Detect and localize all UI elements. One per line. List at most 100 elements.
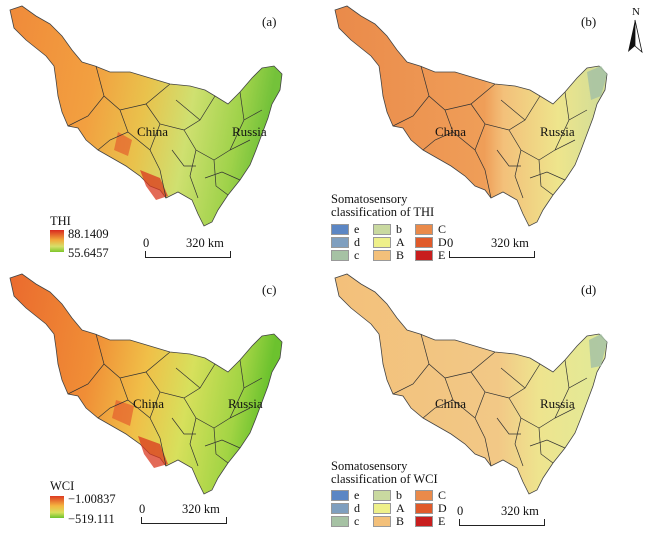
legend-thi-min: 55.6457 (68, 246, 109, 260)
class-code: C (438, 222, 447, 236)
scale-zero: 0 (457, 504, 464, 518)
class-code: b (396, 222, 402, 236)
map-panel-a: (a) China Russia THI 88.1409 55.6457 0 3… (0, 0, 325, 265)
class-swatch (415, 224, 433, 235)
class-code: B (396, 248, 405, 262)
north-label: N (632, 6, 640, 18)
panel-label-d: (d) (581, 282, 597, 297)
class-swatch (331, 503, 349, 514)
class-swatch (373, 237, 391, 248)
class-swatch (373, 490, 391, 501)
label-china: China (435, 124, 467, 139)
class-swatch (331, 237, 349, 248)
map-wci (9, 273, 283, 495)
map-thi-classes (334, 5, 608, 227)
class-legend-item-A: A (373, 235, 415, 249)
class-swatch (331, 490, 349, 501)
class-code: c (354, 248, 360, 262)
class-code: b (396, 488, 402, 502)
class-swatch (331, 250, 349, 261)
legend-wci-min: −519.111 (68, 512, 115, 526)
class-code: B (396, 514, 405, 528)
class-legend-item-B: B (373, 248, 415, 262)
panel-label-c: (c) (262, 282, 277, 297)
class-legend-item-C: C (415, 488, 457, 502)
class-legend-item-c: c (331, 514, 373, 528)
class-legend-item-D: D (415, 235, 457, 249)
class-legend-item-E: E (415, 514, 457, 528)
north-arrow-icon (628, 19, 643, 54)
map-panel-c: (c) China Russia WCI −1.00837 −519.111 0… (0, 268, 325, 533)
label-china: China (133, 396, 165, 411)
label-russia: Russia (540, 124, 575, 139)
class-code: E (438, 514, 446, 528)
class-legend-item-E: E (415, 248, 457, 262)
class-legend-item-A: A (373, 501, 415, 515)
class-code: c (354, 514, 360, 528)
class-legend-item-b: b (373, 222, 415, 236)
class-legend-item-B: B (373, 514, 415, 528)
class-legend-thi-title: Somatosensory classification of THI (331, 192, 435, 219)
label-russia: Russia (228, 396, 263, 411)
class-legend-item-e: e (331, 222, 373, 236)
scale-bar (449, 251, 535, 258)
class-swatch (415, 503, 433, 514)
class-swatch (331, 516, 349, 527)
class-code: C (438, 488, 447, 502)
scale-distance: 320 km (501, 504, 539, 518)
class-swatch (373, 224, 391, 235)
class-legend-item-c: c (331, 248, 373, 262)
label-china: China (435, 396, 467, 411)
class-swatch (373, 516, 391, 527)
scale-zero: 0 (143, 236, 150, 250)
panel-label-b: (b) (581, 14, 597, 29)
class-swatch (415, 516, 433, 527)
class-code: A (396, 501, 405, 515)
legend-thi-title: THI (50, 214, 71, 228)
class-code: D (438, 235, 447, 249)
panel-label-a: (a) (262, 14, 277, 29)
map-thi (9, 5, 283, 227)
map-panel-d: (d) China Russia Somatosensory classific… (325, 268, 650, 533)
scale-zero: 0 (139, 502, 146, 516)
legend-thi-ramp (50, 230, 64, 252)
class-legend-item-d: d (331, 501, 373, 515)
scale-distance: 320 km (182, 502, 220, 516)
scale-zero: 0 (447, 236, 454, 250)
class-swatch (415, 490, 433, 501)
map-panel-b: (b) China Russia Somatosensory classific… (325, 0, 650, 265)
class-swatch (415, 237, 433, 248)
class-legend-item-D: D (415, 501, 457, 515)
class-code: d (354, 235, 360, 249)
label-russia: Russia (540, 396, 575, 411)
class-code: E (438, 248, 446, 262)
scale-bar (141, 517, 227, 524)
legend-wci-title: WCI (50, 479, 75, 493)
class-code: A (396, 235, 405, 249)
label-russia: Russia (232, 124, 267, 139)
class-legend-wci-title: Somatosensory classification of WCI (331, 459, 438, 486)
legend-thi-max: 88.1409 (68, 227, 109, 241)
class-legend-item-e: e (331, 488, 373, 502)
legend-wci-max: −1.00837 (68, 492, 116, 506)
class-swatch (331, 224, 349, 235)
class-code: D (438, 501, 447, 515)
class-code: e (354, 222, 360, 236)
label-china: China (137, 124, 169, 139)
scale-distance: 320 km (186, 236, 224, 250)
scale-bar (145, 251, 231, 258)
legend-wci-ramp (50, 496, 64, 518)
class-legend-item-C: C (415, 222, 457, 236)
class-legend-item-d: d (331, 235, 373, 249)
class-swatch (373, 250, 391, 261)
class-swatch (415, 250, 433, 261)
class-swatch (373, 503, 391, 514)
class-code: d (354, 501, 360, 515)
scale-distance: 320 km (491, 236, 529, 250)
class-legend-item-b: b (373, 488, 415, 502)
map-wci-classes (334, 273, 608, 495)
class-code: e (354, 488, 360, 502)
scale-bar (459, 519, 545, 526)
